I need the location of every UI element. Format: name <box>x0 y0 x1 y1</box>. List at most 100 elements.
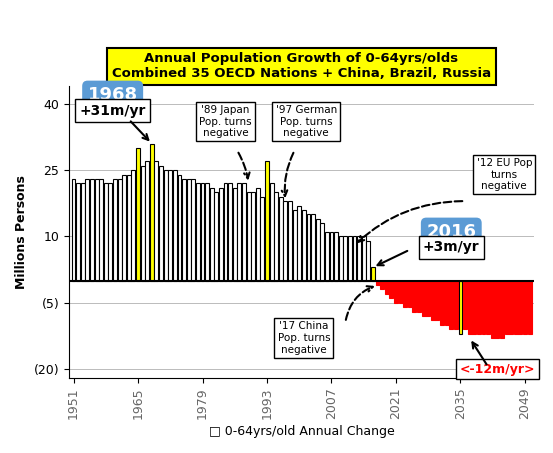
Bar <box>242 183 246 281</box>
Bar <box>339 236 343 281</box>
Bar <box>408 281 412 307</box>
Bar <box>413 281 416 312</box>
Text: '17 China
Pop. turns
negative: '17 China Pop. turns negative <box>278 322 330 355</box>
Bar <box>334 232 338 281</box>
Bar <box>514 281 518 334</box>
Bar <box>353 236 357 281</box>
Bar <box>118 179 122 281</box>
Bar <box>306 214 310 281</box>
Bar <box>477 281 481 334</box>
Bar <box>247 192 251 281</box>
Bar <box>343 236 347 281</box>
Bar <box>463 281 467 329</box>
X-axis label: □ 0-64yrs/old Annual Change: □ 0-64yrs/old Annual Change <box>208 425 394 438</box>
Bar <box>219 188 223 281</box>
Bar <box>482 281 486 334</box>
Bar <box>454 281 458 329</box>
Bar <box>215 192 218 281</box>
Bar <box>417 281 421 312</box>
Bar <box>178 174 181 281</box>
Bar <box>375 281 379 285</box>
Text: Annual Population Growth of 0-64yrs/olds
Combined 35 OECD Nations + China, Brazi: Annual Population Growth of 0-64yrs/olds… <box>112 53 491 80</box>
Bar <box>495 281 499 338</box>
Bar <box>385 281 389 294</box>
Bar <box>237 183 241 281</box>
Bar <box>95 179 98 281</box>
Text: +3m/yr: +3m/yr <box>423 241 479 255</box>
Bar <box>426 281 430 316</box>
Bar <box>348 236 352 281</box>
Bar <box>422 281 426 316</box>
Text: '12 EU Pop
turns
negative: '12 EU Pop turns negative <box>477 158 532 191</box>
Bar <box>472 281 476 334</box>
Bar <box>104 183 108 281</box>
Bar <box>274 192 278 281</box>
Bar <box>330 232 333 281</box>
Bar <box>228 183 232 281</box>
Bar <box>145 161 149 281</box>
Bar <box>251 192 255 281</box>
Bar <box>357 236 361 281</box>
Bar <box>450 281 453 329</box>
Bar <box>210 188 213 281</box>
Bar <box>500 281 504 338</box>
Text: '89 Japan
Pop. turns
negative: '89 Japan Pop. turns negative <box>199 105 252 138</box>
Text: <-12m/yr>: <-12m/yr> <box>460 362 535 376</box>
Bar <box>71 179 75 281</box>
Bar <box>311 214 315 281</box>
Bar <box>191 179 195 281</box>
Bar <box>233 188 237 281</box>
Bar <box>389 281 393 299</box>
Bar <box>362 236 366 281</box>
Bar <box>90 179 94 281</box>
Text: 2016: 2016 <box>426 223 476 241</box>
Bar <box>371 267 375 281</box>
Bar <box>108 183 112 281</box>
Bar <box>394 281 398 303</box>
Bar <box>523 281 527 334</box>
Bar <box>201 183 205 281</box>
Bar <box>302 210 306 281</box>
Bar <box>173 170 177 281</box>
Bar <box>458 281 462 334</box>
Bar <box>127 174 131 281</box>
Bar <box>436 281 440 320</box>
Bar <box>509 281 513 334</box>
Bar <box>316 219 320 281</box>
Bar <box>136 148 140 281</box>
Bar <box>154 161 158 281</box>
Bar <box>85 179 89 281</box>
Bar <box>325 232 329 281</box>
Bar <box>99 179 103 281</box>
Text: '97 German
Pop. turns
negative: '97 German Pop. turns negative <box>275 105 337 138</box>
Bar <box>196 183 200 281</box>
Bar <box>298 206 301 281</box>
Text: +31m/yr: +31m/yr <box>80 104 146 117</box>
Bar <box>399 281 403 303</box>
Bar <box>486 281 490 334</box>
Bar <box>140 166 144 281</box>
Bar <box>270 183 274 281</box>
Bar <box>265 161 269 281</box>
Bar <box>159 166 163 281</box>
Bar <box>528 281 531 334</box>
Bar <box>320 223 324 281</box>
Bar <box>380 281 384 289</box>
Bar <box>122 174 126 281</box>
Bar <box>150 144 154 281</box>
Bar <box>223 183 227 281</box>
Bar <box>81 183 85 281</box>
Bar <box>187 179 191 281</box>
Bar <box>518 281 523 334</box>
Bar <box>260 197 264 281</box>
Bar <box>284 201 288 281</box>
Bar <box>293 210 296 281</box>
Bar <box>132 170 135 281</box>
Bar <box>256 188 260 281</box>
Text: 1968: 1968 <box>87 86 138 104</box>
Bar <box>440 281 444 325</box>
Bar <box>288 201 292 281</box>
Bar <box>491 281 495 338</box>
Bar <box>76 183 80 281</box>
Bar <box>468 281 472 334</box>
